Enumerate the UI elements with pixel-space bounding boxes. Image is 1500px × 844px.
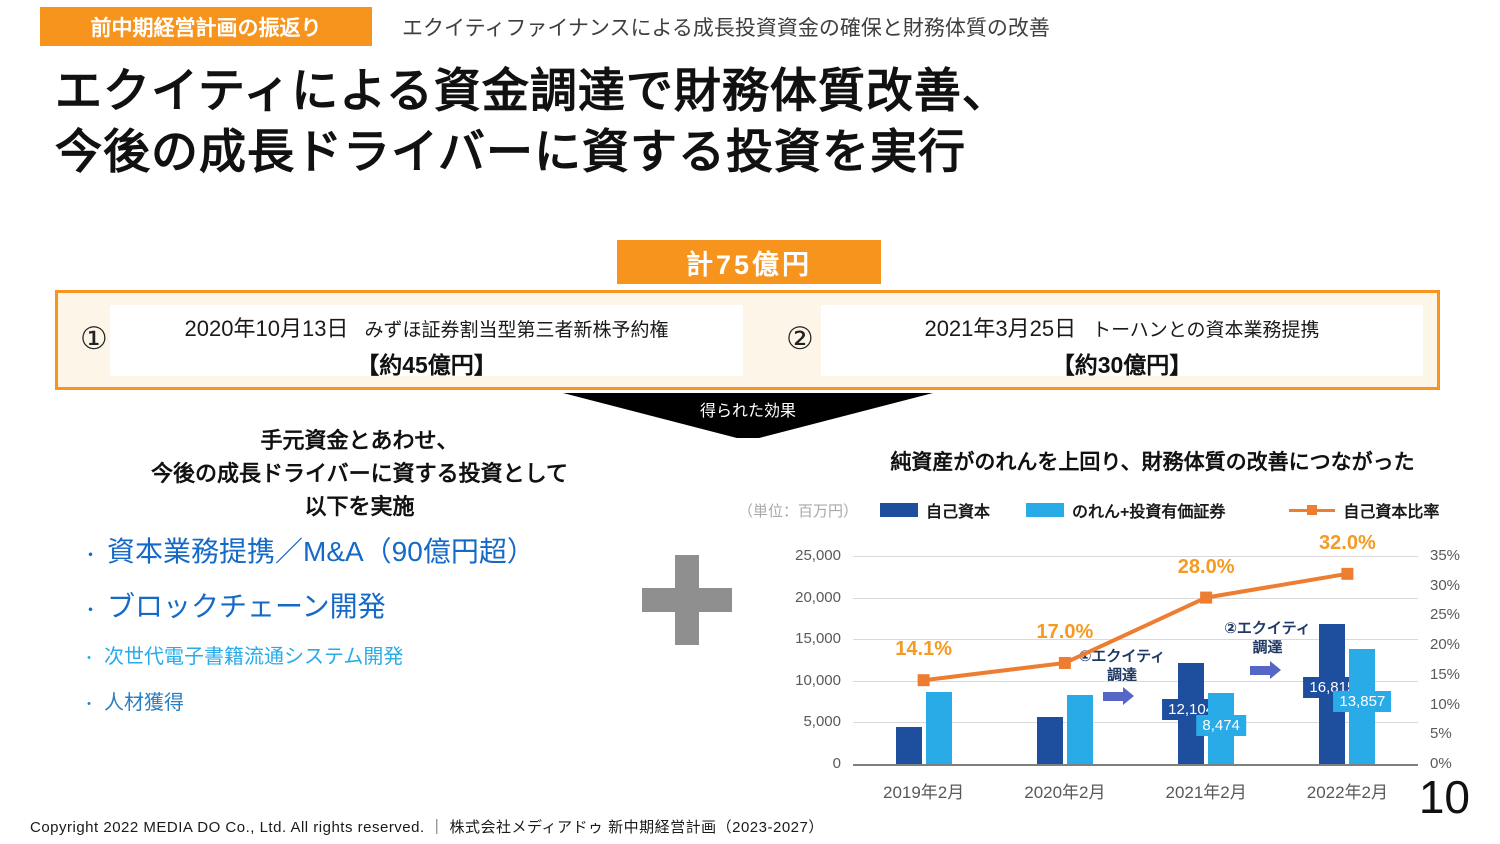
left-axis-tick: 0 [832,755,841,772]
right-axis-tick: 5% [1430,725,1452,743]
x-axis-label: 2021年2月 [1165,783,1247,802]
bullet-text: 資本業務提携／M&A（90億円超） [107,536,535,567]
deal-1-amount: 【約45億円】 [356,352,497,378]
bullet-icon: ・ [82,696,96,712]
bullet-icon: ・ [82,601,99,620]
gridline [853,764,1418,766]
header-subtitle: エクイティファイナンスによる成長投資資金の確保と財務体質の改善 [402,16,1050,40]
chart-plot-area: ①エクイティ 調達 ②エクイティ 調達 0 5,000 10,000 15,000 20… [735,532,1490,816]
ratio-label: 32.0% [1319,531,1376,554]
chart-title: 純資産がのれんを上回り、財務体質の改善につながった [890,451,1415,474]
deal-2-desc: トーハンとの資本業務提携 [1092,320,1320,341]
bullet-text: ブロックチェーン開発 [107,591,386,622]
bar-value-label: 12,104 [1162,698,1221,720]
bar [1066,694,1093,764]
deal-1-desc: みずほ証券割当型第三者新株予約権 [364,320,669,341]
bar [895,727,922,764]
page-title: エクイティによる資金調達で財務体質改善、 今後の成長ドライバーに資する投資を実行 [55,60,1010,182]
x-axis-label: 2019年2月 [882,783,965,802]
footer-copyright: Copyright 2022 MEDIA DO Co., Ltd. All ri… [30,819,824,836]
chart-legend: （単位：百万円） 自己資本 のれん+投資有価証券 自己資本比率 [738,498,1439,522]
legend-item-ratio: 自己資本比率 [1289,498,1439,522]
deals-box: ① 2020年10月13日 みずほ証券割当型第三者新株予約権 【約45億円】 ② … [55,290,1440,390]
annotation-arrow-2-icon [1250,661,1281,679]
right-axis-tick: 10% [1430,695,1461,713]
deal-2-headline: 2021年3月25日 トーハンとの資本業務提携 [821,311,1423,343]
left-axis-tick: 15,000 [795,630,841,648]
deal-1-date: 2020年10月13日 [184,316,349,341]
x-axis-label: 2020年2月 [1024,783,1106,802]
bar [925,691,952,764]
effect-arrow-label: 得られた効果 [699,403,796,420]
left-axis-tick: 20,000 [795,588,841,606]
investment-list: ・ 資本業務提携／M&A（90億円超） ・ ブロックチェーン開発 ・ 次世代電子… [82,530,647,732]
list-item: ・ 次世代電子書籍流通システム開発 [82,640,647,669]
deal-2-amount: 【約30億円】 [1051,352,1193,378]
bullet-icon: ・ [82,546,99,565]
list-item: ・ ブロックチェーン開発 [82,585,647,625]
deal-2-card: 2021年3月25日 トーハンとの資本業務提携 【約30億円】 [821,305,1423,378]
header-badge: 前中期経営計画の振返り [40,7,372,46]
legend-item-equity: 自己資本 [880,498,990,522]
gridline [853,722,1418,724]
bullet-text: 人材獲得 [104,692,184,714]
ratio-label: 28.0% [1177,555,1235,578]
total-amount-badge: 計75億円 [617,240,881,284]
right-axis-tick: 30% [1430,576,1461,594]
legend-swatch-goodwill-icon [1026,503,1065,517]
page-title-line2: 今後の成長ドライバーに資する投資を実行 [55,125,967,179]
right-axis-tick: 15% [1430,665,1461,683]
annotation-arrow-1-icon [1103,687,1134,705]
deal-1-number-icon: ① [80,321,108,356]
ratio-label: 17.0% [1036,620,1094,643]
left-axis-tick: 5,000 [803,713,841,731]
deal-2-number-icon: ② [786,321,814,356]
legend-item-goodwill: のれん+投資有価証券 [1026,498,1225,522]
x-axis-label: 2022年2月 [1306,783,1389,802]
legend-swatch-equity-icon [880,503,919,517]
gridline [853,597,1418,599]
ratio-line [917,567,1354,687]
equity-chart: 純資産がのれんを上回り、財務体質の改善につながった （単位：百万円） 自己資本 … [735,446,1490,821]
plus-icon [642,555,732,645]
deal-1-headline: 2020年10月13日 みずほ証券割当型第三者新株予約権 [110,311,743,343]
bar-value-label: 13,857 [1333,690,1392,712]
left-axis-tick: 25,000 [795,547,841,564]
deal-1-card: 2020年10月13日 みずほ証券割当型第三者新株予約権 【約45億円】 [110,305,743,378]
page-title-line1: エクイティによる資金調達で財務体質改善、 [55,64,1010,117]
bullet-icon: ・ [82,650,96,666]
bar [1036,717,1063,764]
right-axis-tick: 35% [1430,547,1461,564]
unit-label: （単位：百万円） [738,502,859,520]
ratio-label: 14.1% [895,638,952,661]
bullet-text: 次世代電子書籍流通システム開発 [104,646,404,668]
left-axis-tick: 10,000 [795,671,841,689]
right-axis-tick: 20% [1430,636,1461,654]
legend-swatch-ratio-icon [1289,503,1336,517]
right-axis-tick: 0% [1430,755,1452,772]
page-number: 10 [1418,771,1470,823]
gridline [853,556,1418,557]
list-item: ・ 人材獲得 [82,686,647,715]
bar-value-label: 8,474 [1196,715,1246,737]
list-item: ・ 資本業務提携／M&A（90億円超） [82,530,647,570]
right-axis-tick: 25% [1430,606,1461,624]
deal-2-date: 2021年3月25日 [924,316,1077,341]
investment-heading: 手元資金とあわせ、 今後の成長ドライバーに資する投資として 以下を実施 [151,428,568,519]
